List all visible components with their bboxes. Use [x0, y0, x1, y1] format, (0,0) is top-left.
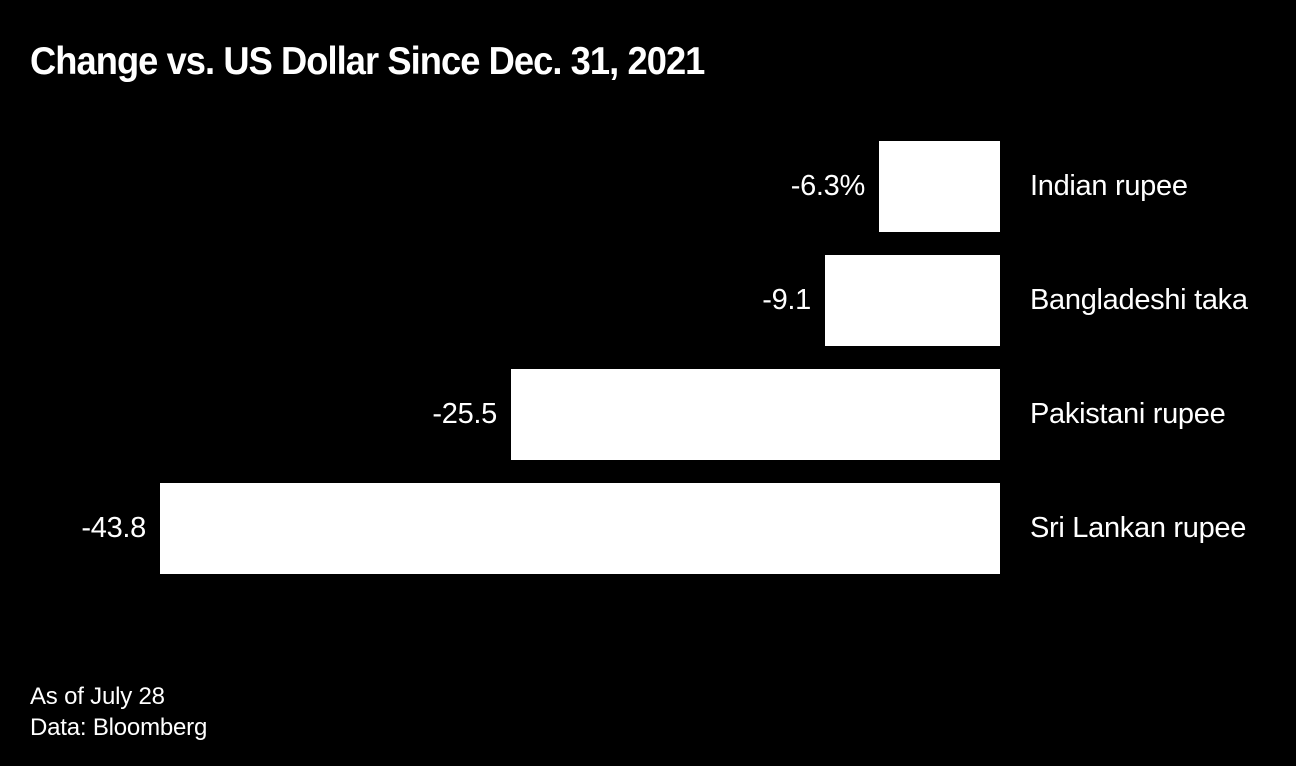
bar-value-label: -6.3%	[790, 170, 866, 202]
footnote-asof: As of July 28	[30, 683, 165, 710]
bar-value-label: -43.8	[81, 512, 146, 544]
bar-category-label: Sri Lankan rupee	[1030, 512, 1247, 544]
bar-row: -25.5 Pakistani rupee	[0, 369, 1296, 460]
bar-category-label: Pakistani rupee	[1030, 398, 1226, 430]
bar	[825, 255, 1000, 346]
bar-value-label: -25.5	[432, 398, 497, 430]
footnote-source: Data: Bloomberg	[30, 714, 208, 741]
bar-category-label: Bangladeshi taka	[1030, 284, 1248, 316]
bar	[511, 369, 1000, 460]
bar-row: -6.3% Indian rupee	[0, 141, 1296, 232]
chart-title: Change vs. US Dollar Since Dec. 31, 2021	[30, 40, 705, 83]
bar-row: -9.1 Bangladeshi taka	[0, 255, 1296, 346]
bar	[879, 141, 1000, 232]
plot-area: -6.3% Indian rupee -9.1 Bangladeshi taka…	[0, 141, 1296, 597]
bar	[160, 483, 1000, 574]
bar-category-label: Indian rupee	[1030, 170, 1188, 202]
footnote: As of July 28 Data: Bloomberg	[30, 681, 207, 743]
bar-row: -43.8 Sri Lankan rupee	[0, 483, 1296, 574]
bar-value-label: -9.1	[762, 284, 811, 316]
